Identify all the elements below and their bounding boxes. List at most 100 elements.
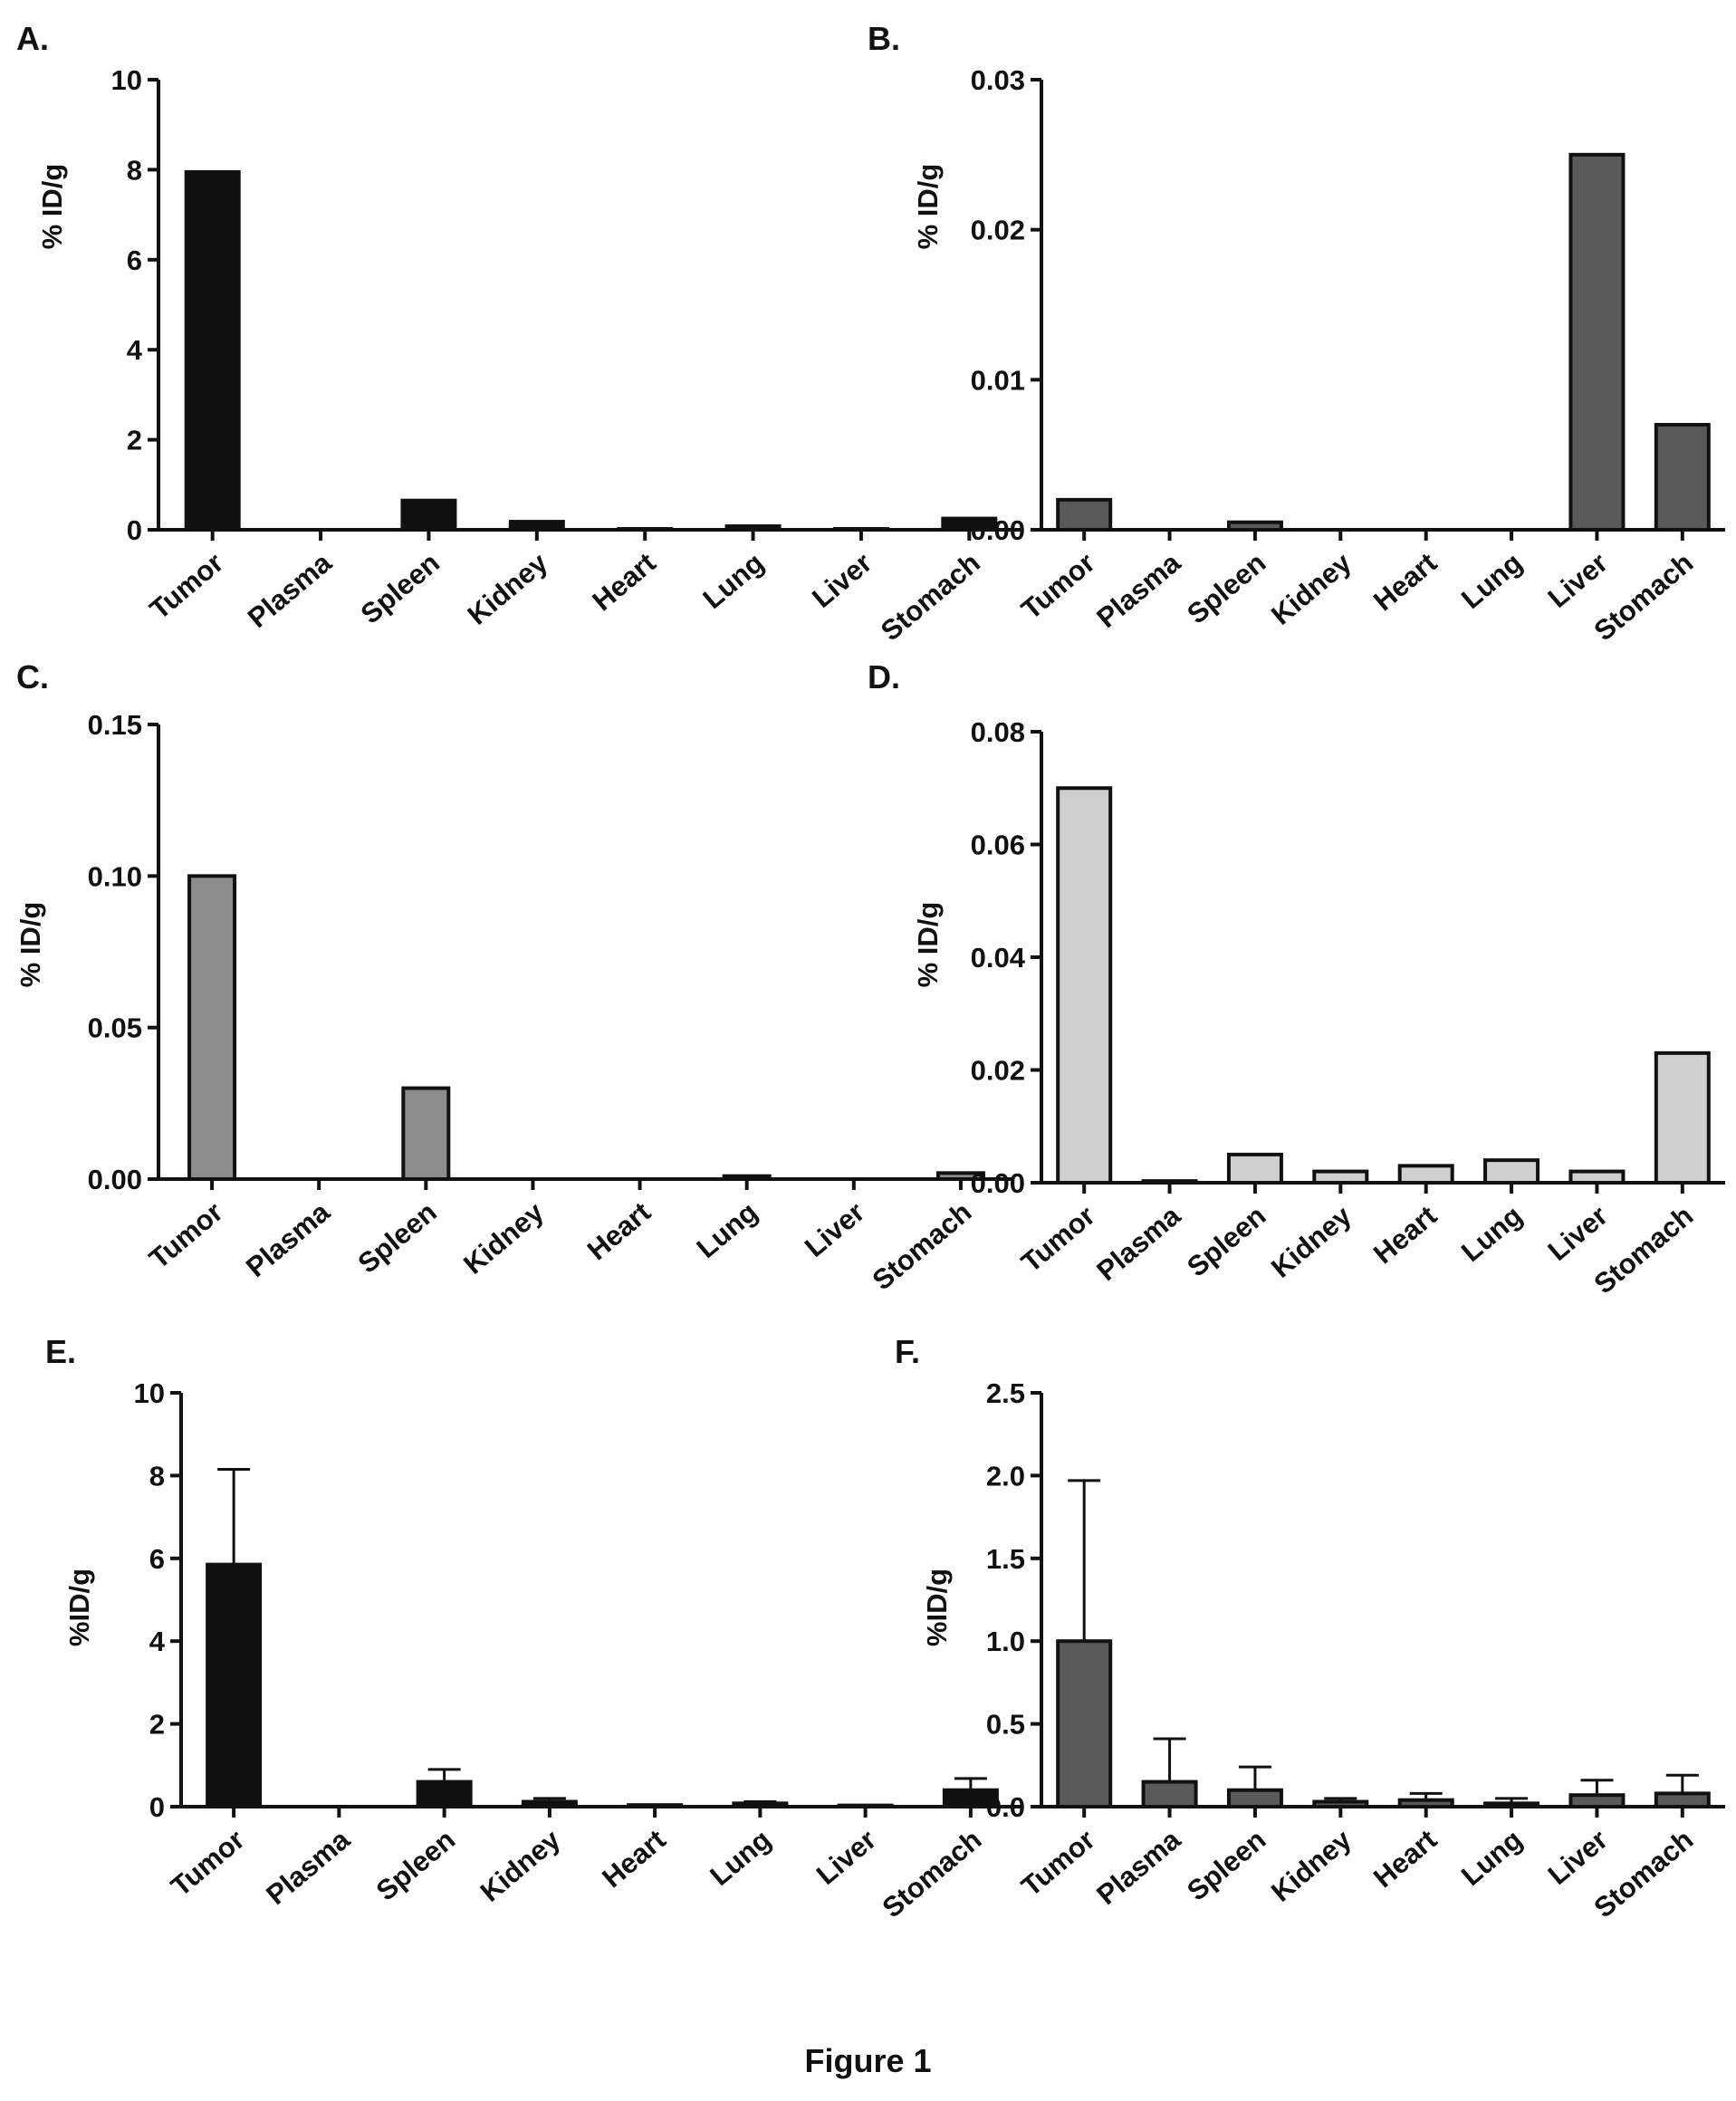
category-label: Liver <box>1542 1824 1614 1891</box>
bar <box>1568 152 1626 532</box>
figure-caption: Figure 1 <box>804 2042 932 2079</box>
category-label: Kidney <box>1265 1823 1357 1908</box>
category-label: Kidney <box>1265 1199 1357 1284</box>
y-tick-label: 0.00 <box>971 1167 1025 1199</box>
bar <box>1568 1169 1626 1185</box>
panel-letter: E. <box>45 1333 76 1370</box>
panel-letter: A. <box>16 20 49 57</box>
y-tick-label: 0 <box>149 1791 165 1823</box>
category-label: Plasma <box>240 1195 336 1283</box>
bar <box>1654 1050 1711 1185</box>
y-axis-label: % ID/g <box>912 902 944 988</box>
y-tick-label: 6 <box>127 245 142 276</box>
category-label: Tumor <box>1015 1200 1101 1279</box>
bar <box>508 520 565 532</box>
chart-panel: E. %ID/g 0 2 4 6 8 10 Tumor Plasma Spleen Kidney Hea… <box>45 1333 1023 1924</box>
bar <box>941 516 998 532</box>
category-label: Tumor <box>1015 547 1101 626</box>
bar <box>1654 423 1711 532</box>
category-label: Lung <box>691 1196 764 1265</box>
bar <box>837 1803 894 1809</box>
y-tick-label: 0.01 <box>971 364 1025 396</box>
y-tick-label: 0.08 <box>971 716 1025 748</box>
bar <box>1141 1179 1198 1185</box>
y-axis-label: %ID/g <box>63 1569 95 1646</box>
y-tick-label: 0.06 <box>971 830 1025 861</box>
category-label: Plasma <box>1090 546 1186 634</box>
category-label: Heart <box>581 1196 657 1267</box>
bar <box>1312 1799 1369 1808</box>
bar <box>206 1562 263 1809</box>
category-label: Heart <box>1367 1824 1443 1895</box>
y-tick-label: 2.5 <box>986 1377 1025 1409</box>
bar <box>1226 1788 1283 1808</box>
bar <box>724 524 782 532</box>
chart-panel: D.% ID/g0.000.020.040.060.08TumorPlasmaS… <box>868 658 1725 1300</box>
bar <box>1397 1164 1454 1185</box>
bar <box>416 1780 473 1808</box>
bar <box>617 527 674 532</box>
bar <box>1226 1152 1283 1185</box>
bar <box>1483 1801 1540 1808</box>
y-tick-label: 0 <box>127 514 142 546</box>
bar <box>521 1799 578 1808</box>
y-tick-label: 0.5 <box>986 1709 1025 1741</box>
category-label: Lung <box>1455 1824 1529 1893</box>
y-tick-label: 0.00 <box>88 1164 142 1195</box>
category-label: Kidney <box>475 1823 567 1908</box>
category-label: Liver <box>1542 547 1614 614</box>
y-tick-label: 0.02 <box>971 215 1025 246</box>
category-label: Plasma <box>242 546 338 634</box>
bar <box>832 527 889 532</box>
category-label: Liver <box>810 1824 882 1891</box>
panel-letter: C. <box>16 658 49 696</box>
category-label: Liver <box>806 547 878 614</box>
category-label: Heart <box>586 547 661 618</box>
y-tick-label: 2.0 <box>986 1460 1025 1492</box>
category-label: Plasma <box>1090 1199 1186 1287</box>
y-axis-label: % ID/g <box>912 164 944 250</box>
y-tick-label: 0.02 <box>971 1055 1025 1087</box>
category-label: Spleen <box>351 1196 442 1280</box>
y-tick-label: 8 <box>127 154 142 186</box>
category-label: Tumor <box>165 1824 251 1903</box>
category-label: Lung <box>704 1824 777 1893</box>
chart-panel: A. % ID/g 0 2 4 6 8 10 Tumor Plasma Spleen Kidney He… <box>16 20 1023 648</box>
bar <box>1397 1798 1454 1808</box>
category-label: Tumor <box>144 547 230 626</box>
y-tick-label: 0.0 <box>986 1791 1025 1823</box>
category-label: Stomach <box>875 547 986 648</box>
bar <box>935 1171 985 1181</box>
bar <box>400 498 457 532</box>
category-label: Plasma <box>1090 1823 1186 1911</box>
bar <box>187 874 237 1181</box>
category-label: Lung <box>1455 1200 1529 1269</box>
y-tick-label: 0.04 <box>971 942 1026 974</box>
category-label: Spleen <box>1181 1200 1271 1283</box>
y-tick-label: 6 <box>149 1543 165 1575</box>
category-label: Stomach <box>867 1196 978 1297</box>
bar <box>1483 1158 1540 1185</box>
bar <box>184 169 241 532</box>
bar <box>1312 1169 1369 1185</box>
chart-panel: B. % ID/g 0.00 0.01 0.02 0.03 TumorPlasmaSplee… <box>868 20 1725 648</box>
category-label: Liver <box>1542 1200 1614 1267</box>
y-tick-label: 0.03 <box>971 64 1025 96</box>
category-label: Tumor <box>1015 1824 1101 1903</box>
y-axis-label: % ID/g <box>14 902 46 988</box>
bar <box>722 1174 772 1181</box>
bar <box>627 1803 684 1808</box>
bar <box>1226 520 1283 532</box>
category-label: Spleen <box>355 547 446 630</box>
y-tick-label: 0.05 <box>88 1012 142 1044</box>
y-tick-label: 10 <box>134 1377 165 1409</box>
category-label: Tumor <box>143 1196 229 1275</box>
bar <box>401 1086 451 1181</box>
bar <box>732 1801 789 1808</box>
y-tick-label: 0.10 <box>88 860 142 892</box>
y-axis-label: % ID/g <box>36 164 68 250</box>
bar <box>1056 786 1113 1185</box>
y-tick-label: 4 <box>127 334 143 366</box>
y-tick-label: 2 <box>127 425 142 456</box>
